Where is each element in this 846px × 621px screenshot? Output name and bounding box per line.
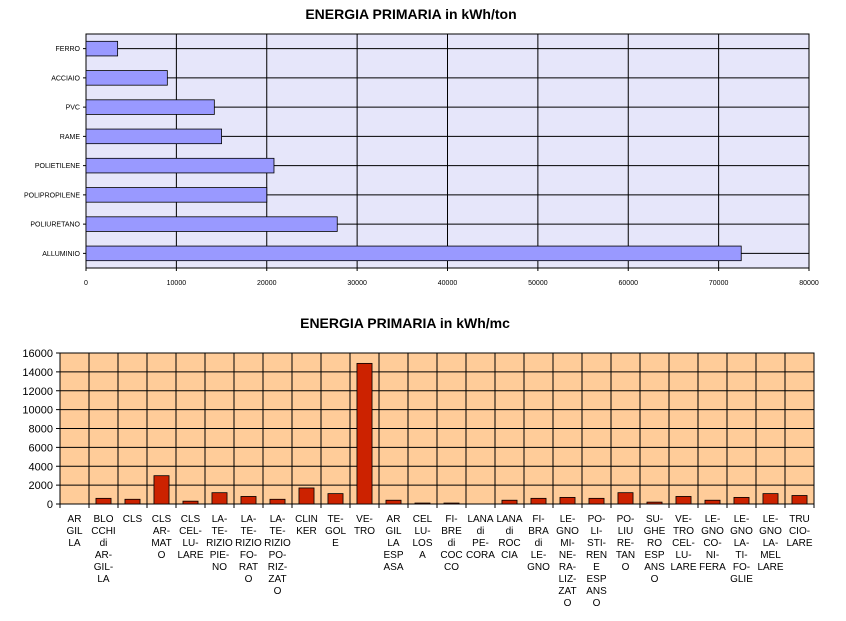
chart2-bar (414, 502, 431, 505)
chart2-category-label: LANA di PE-CORA (466, 514, 495, 561)
chart1-category-label: POLIURETANO (30, 222, 80, 229)
chart2-bar (675, 496, 692, 505)
chart2-category-label: CEL LU-LOS A (412, 514, 432, 561)
chart1-bar (85, 128, 222, 145)
chart1-xtick-label: 40000 (438, 280, 458, 287)
chart-kwh-per-mc: ENERGIA PRIMARIA in kWh/mc 0 2000 4000 6000… (22, 315, 815, 609)
chart2-bar (356, 362, 373, 505)
chart1-category-label: POLIETILENE (35, 163, 80, 170)
chart2-category-label: LA-TE-RIZIO FO-RAT O (235, 514, 262, 585)
chart1-category-labels: FERRO ACCIAIO PVC RAME POLIETILENE POLIPROPIL… (24, 46, 81, 258)
chart1-xtick-label: 60000 (619, 280, 639, 287)
chart1-bar (85, 40, 119, 57)
chart1-xtick-label: 50000 (528, 280, 548, 287)
chart2-bar (617, 492, 634, 505)
chart2-bar (443, 502, 460, 505)
chart1-category-label: ACCIAIO (51, 75, 80, 82)
chart2-bar (124, 498, 141, 505)
chart2-category-label: AR GIL LA (66, 514, 83, 549)
chart2-category-label: LE-GNO CO-NI-FERA (699, 514, 726, 573)
chart2-gridlines (56, 352, 815, 508)
chart2-category-label: TE-GOL E (325, 514, 347, 549)
chart2-category-label: CLS CEL-LU-LARE (177, 514, 203, 561)
chart2-bar (269, 498, 286, 505)
chart2-category-label: BLO CCHI di AR-GIL-LA (91, 514, 115, 585)
chart2-bar (646, 501, 663, 505)
chart2-ytick-label: 8000 (29, 424, 53, 436)
chart1-value-ticks: 0 10000 20000 30000 40000 50000 60000 70000 8000… (84, 280, 819, 287)
chart2-category-label: CLIN KER (295, 514, 318, 537)
chart2-ytick-label: 16000 (22, 348, 53, 360)
chart2-category-label: SU-GHE RO ESP ANS O (644, 514, 666, 585)
chart2-bar (762, 493, 779, 505)
chart2-category-label: TRU CIO-LARE (786, 514, 812, 549)
chart1-xtick-label: 20000 (257, 280, 277, 287)
chart2-bar (530, 497, 547, 505)
chart2-category-label: LE-GNO LA-TI-FO-GLIE (730, 514, 753, 585)
chart2-bar (95, 497, 112, 505)
chart2-bar (559, 496, 576, 505)
chart2-ytick-label: 12000 (22, 386, 53, 398)
chart1-bar (85, 157, 275, 174)
chart1-category-label: POLIPROPILENE (24, 192, 80, 199)
chart2-title: ENERGIA PRIMARIA in kWh/mc (300, 315, 510, 331)
chart2-category-label: CLS (123, 514, 143, 525)
chart2-category-label: FI-BRE di COC CO (440, 514, 462, 573)
chart1-bar (85, 245, 742, 262)
chart2-ytick-label: 10000 (22, 405, 53, 417)
chart2-ytick-label: 4000 (29, 461, 53, 473)
chart2-bar (153, 475, 170, 505)
chart2-category-labels: AR GIL LA BLO CCHI di AR-GIL-LA CLS CLS AR-MAT O CL… (66, 514, 812, 609)
chart2-category-label: AR GIL LA ESP ASA (383, 514, 403, 573)
chart1-xtick-label: 70000 (709, 280, 729, 287)
chart2-category-label: LA-TE-RIZIO PIE-NO (206, 514, 233, 573)
chart1-xtick-label: 10000 (167, 280, 187, 287)
chart2-category-label: VE-TRO (354, 514, 375, 537)
chart2-category-label: LA-TE-RIZIO PO-RIZ-ZAT O (264, 514, 291, 597)
chart2-bar (240, 496, 257, 505)
chart1-xtick-label: 80000 (799, 280, 819, 287)
chart2-bar (501, 499, 518, 505)
chart2-category-label: VE-TRO CEL-LU-LARE (670, 514, 696, 573)
chart1-title: ENERGIA PRIMARIA in kWh/ton (305, 6, 516, 22)
chart2-category-label: LE-GNO LA-MEL LARE (757, 514, 783, 573)
chart2-bar (211, 492, 228, 505)
chart2-category-label: LANA di ROC CIA (496, 514, 522, 561)
chart2-bar (385, 499, 402, 505)
chart1-xtick-label: 30000 (347, 280, 367, 287)
chart1-bar (85, 187, 268, 203)
chart2-bar (704, 499, 721, 505)
chart1-category-label: PVC (66, 105, 80, 112)
chart2-ytick-label: 2000 (29, 480, 53, 492)
chart2-bar (298, 487, 315, 505)
chart2-ytick-label: 0 (47, 499, 53, 511)
chart1-category-label: RAME (60, 134, 81, 141)
chart-kwh-per-ton: ENERGIA PRIMARIA in kWh/ton FERRO ACCIAIO… (24, 6, 819, 287)
chart2-value-ticks: 0 2000 4000 6000 8000 10000 12000 14000 16000 (22, 348, 53, 511)
chart2-bars (95, 362, 808, 505)
chart2-category-label: PO-LIU RE-TAN O (616, 514, 635, 573)
chart2-bar (588, 497, 605, 505)
chart2-bar (791, 495, 808, 505)
chart1-category-label: ALLUMINIO (42, 251, 80, 258)
chart1-xtick-label: 0 (84, 280, 88, 287)
chart1-bars (85, 40, 742, 262)
chart1-bar (85, 70, 168, 86)
chart2-bar (327, 493, 344, 505)
chart2-category-label: CLS AR-MAT O (151, 514, 171, 561)
chart2-ytick-label: 6000 (29, 442, 53, 454)
chart2-ytick-label: 14000 (22, 367, 53, 379)
chart2-category-label: PO-LI-STI-REN E ESP ANS O (586, 514, 607, 609)
chart2-bar (733, 496, 750, 505)
chart1-bar (85, 216, 338, 232)
chart2-category-label: FI-BRA di LE-GNO (527, 514, 550, 573)
chart1-bar (85, 99, 215, 115)
chart2-bar (182, 500, 199, 505)
chart1-category-label: FERRO (56, 46, 81, 53)
chart2-category-label: LE-GNO MI-NE-RA-LIZ-ZAT O (556, 514, 579, 609)
